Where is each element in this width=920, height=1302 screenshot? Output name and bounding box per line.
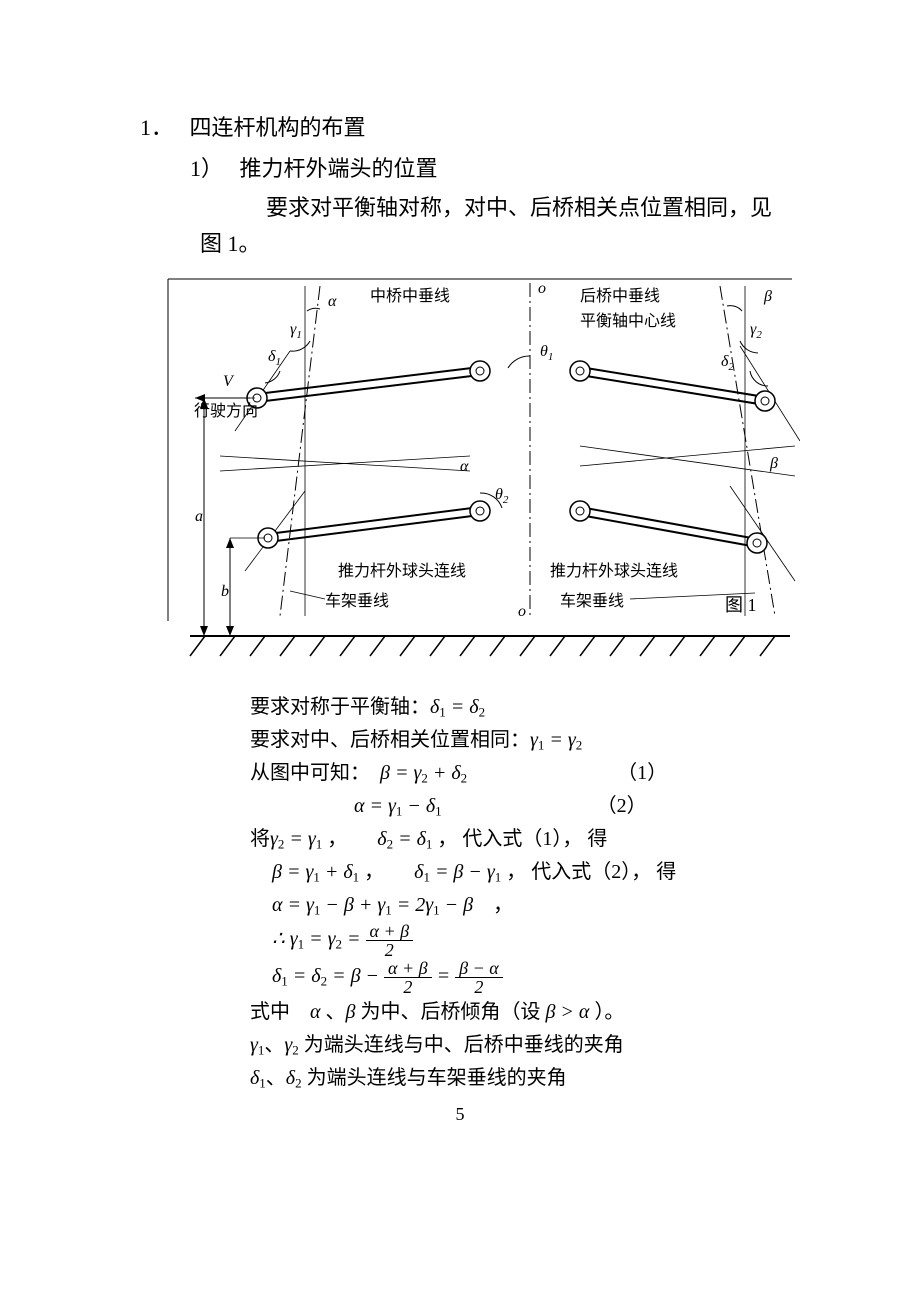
intro-paragraph: 要求对平衡轴对称，对中、后桥相关点位置相同，见 <box>200 190 820 225</box>
fig-V: V <box>223 373 235 390</box>
fig-alpha-mid: α <box>460 458 469 475</box>
deriv-line-9: δ1 = δ2 = β − α + β2 = β − α2 <box>250 959 770 996</box>
fig-label-rear-vline: 后桥中垂线 <box>580 287 660 305</box>
fig-theta1: θ1 <box>540 343 553 363</box>
intro-figure-ref: 图 1。 <box>200 226 820 261</box>
heading-level-2: 1） 推力杆外端头的位置 <box>190 151 820 186</box>
deriv-line-3: 从图中可知： β = γ2 + δ2（1） <box>250 757 770 790</box>
fig-beta-mid: β <box>769 455 778 472</box>
deriv-line-7: α = γ1 − β + γ1 = 2γ1 − β ， <box>250 889 770 922</box>
document-page: 1． 四连杆机构的布置 1） 推力杆外端头的位置 要求对平衡轴对称，对中、后桥相… <box>0 0 920 1155</box>
deriv-line-10: 式中 α 、β 为中、后桥倾角（设 β > α ）。 <box>250 996 770 1029</box>
figure-1: o o 中桥中垂线 后桥中垂线 平衡轴中心线 α β γ1 δ1 <box>160 271 800 661</box>
heading2-text: 推力杆外端头的位置 <box>240 156 438 181</box>
fig-frame-l: 车架垂线 <box>325 592 389 610</box>
fig-dim-b: b <box>221 583 229 600</box>
deriv-line-11: γ1、γ2 为端头连线与中、后桥中垂线的夹角 <box>250 1029 770 1062</box>
deriv-line-4: α = γ1 − δ1（2） <box>250 790 770 823</box>
deriv-line-5: 将γ2 = γ1 ， δ2 = δ1 ， 代入式（1）， 得 <box>250 823 770 856</box>
fig-gamma2: γ2 <box>750 321 762 341</box>
fig-label-o-top: o <box>538 280 546 297</box>
deriv-line-8: ∴ γ1 = γ2 = α + β2 <box>250 922 770 959</box>
fig-alpha-top: α <box>328 293 337 310</box>
deriv-line-1: 要求对称于平衡轴：δ1 = δ2 <box>250 691 770 724</box>
derivation-block: 要求对称于平衡轴：δ1 = δ2 要求对中、后桥相关位置相同：γ1 = γ2 从… <box>250 691 770 1095</box>
fig-label-o-bot: o <box>518 603 526 620</box>
fig-delta2: δ2 <box>721 353 734 373</box>
page-number: 5 <box>0 1104 920 1125</box>
heading1-number: 1． <box>140 115 162 140</box>
fig-frame-r: 车架垂线 <box>560 592 624 610</box>
fig-rod-outer-l: 推力杆外球头连线 <box>338 562 466 580</box>
heading-level-1: 1． 四连杆机构的布置 <box>140 110 820 145</box>
deriv-line-12: δ1、δ2 为端头连线与车架垂线的夹角 <box>250 1062 770 1095</box>
fig-theta2: θ2 <box>495 486 509 506</box>
heading2-number: 1） <box>190 156 212 181</box>
fig-beta-top: β <box>763 288 772 305</box>
figure-1-svg: o o 中桥中垂线 后桥中垂线 平衡轴中心线 α β γ1 δ1 <box>160 271 800 661</box>
fig-dim-a: a <box>195 508 203 525</box>
deriv-line-2: 要求对中、后桥相关位置相同：γ1 = γ2 <box>250 724 770 757</box>
fig-rod-outer-r: 推力杆外球头连线 <box>550 562 678 580</box>
figure-caption: 图 1 <box>725 595 757 615</box>
heading1-text: 四连杆机构的布置 <box>190 115 366 140</box>
deriv-line-6: β = γ1 + δ1 ， δ1 = β − γ1 ， 代入式（2）， 得 <box>250 856 770 889</box>
fig-label-balance: 平衡轴中心线 <box>580 312 676 330</box>
fig-delta1: δ1 <box>268 348 281 368</box>
fig-label-mid-vline: 中桥中垂线 <box>370 287 450 305</box>
fig-gamma1: γ1 <box>290 321 302 341</box>
